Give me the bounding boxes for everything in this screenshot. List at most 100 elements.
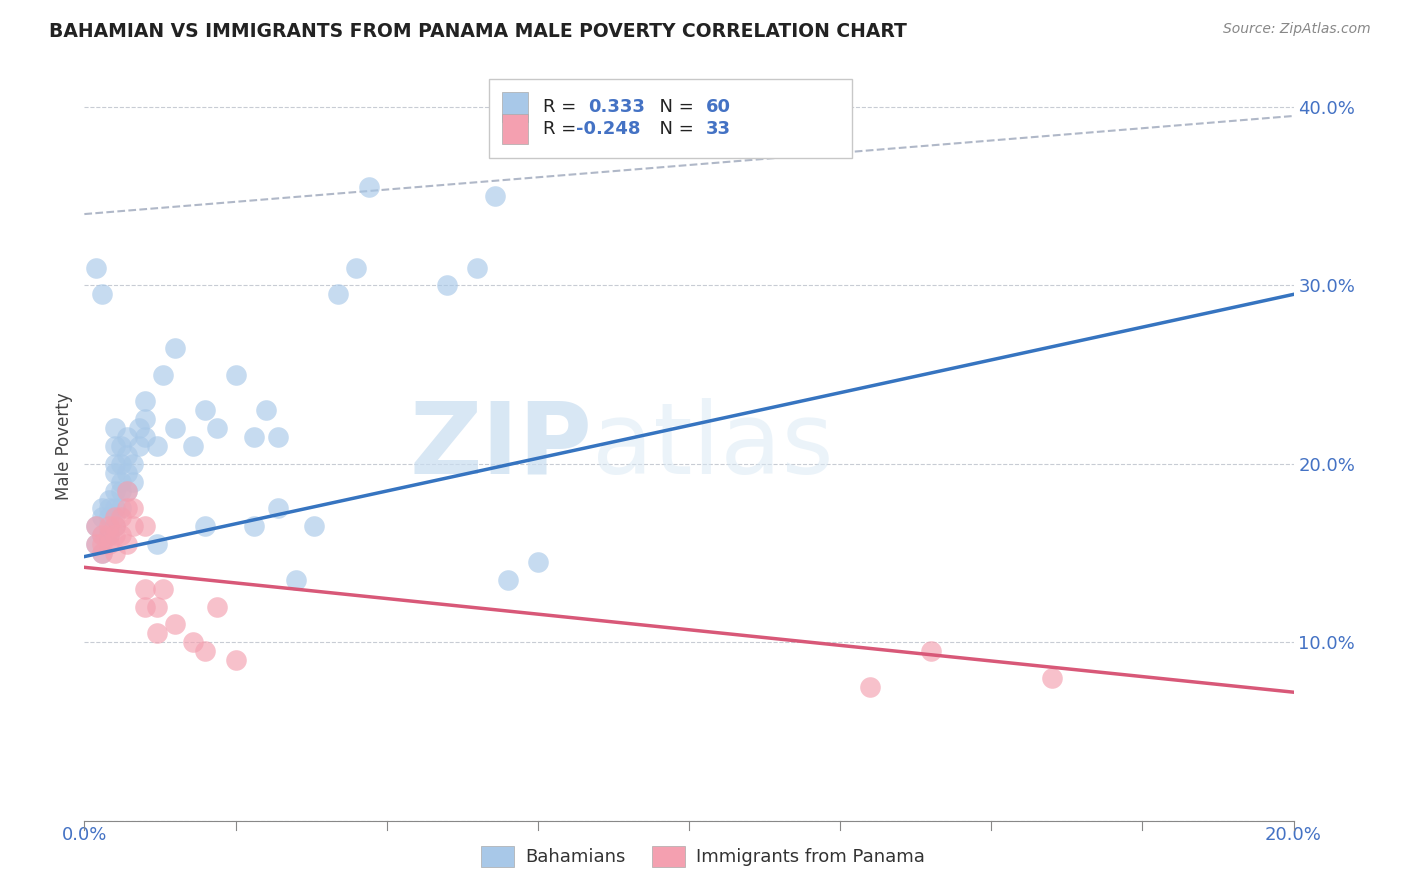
Point xyxy=(86,519,108,533)
Point xyxy=(165,341,187,355)
Point xyxy=(104,546,127,560)
Point xyxy=(86,537,108,551)
Point xyxy=(128,421,150,435)
Point xyxy=(91,528,114,542)
Point xyxy=(267,430,290,444)
Point xyxy=(194,403,217,417)
Point xyxy=(181,439,204,453)
Text: Source: ZipAtlas.com: Source: ZipAtlas.com xyxy=(1223,22,1371,37)
Point xyxy=(121,501,143,516)
Point xyxy=(115,483,138,498)
Point xyxy=(346,260,368,275)
Point xyxy=(104,421,127,435)
Point xyxy=(194,644,217,658)
Point xyxy=(110,483,132,498)
Point xyxy=(1040,671,1063,685)
Bar xyxy=(502,114,529,144)
Point xyxy=(115,483,138,498)
Point xyxy=(91,528,114,542)
Point xyxy=(97,537,120,551)
Point xyxy=(328,287,350,301)
Point xyxy=(467,260,489,275)
Point xyxy=(91,546,114,560)
Point xyxy=(86,260,108,275)
Point xyxy=(146,626,169,640)
Point xyxy=(97,510,120,524)
Point xyxy=(91,546,114,560)
FancyBboxPatch shape xyxy=(489,78,852,158)
Point xyxy=(134,599,156,614)
Point xyxy=(128,439,150,453)
Bar xyxy=(502,93,529,122)
Point xyxy=(152,582,174,596)
Point xyxy=(91,501,114,516)
Point xyxy=(207,421,229,435)
Point xyxy=(357,180,380,194)
Point xyxy=(152,368,174,382)
Point xyxy=(104,483,127,498)
Point xyxy=(97,519,120,533)
Legend: Bahamians, Immigrants from Panama: Bahamians, Immigrants from Panama xyxy=(474,838,932,874)
Point xyxy=(181,635,204,649)
Point xyxy=(115,448,138,462)
Point xyxy=(91,537,114,551)
Point xyxy=(134,430,156,444)
Point xyxy=(91,287,114,301)
Text: 60: 60 xyxy=(706,98,731,116)
Point xyxy=(110,510,132,524)
Point xyxy=(134,519,156,533)
Text: R =: R = xyxy=(543,98,582,116)
Point xyxy=(97,528,120,542)
Point xyxy=(115,466,138,480)
Point xyxy=(134,582,156,596)
Point xyxy=(134,394,156,409)
Point xyxy=(97,528,120,542)
Point xyxy=(110,528,132,542)
Point xyxy=(110,475,132,489)
Point xyxy=(97,492,120,507)
Point xyxy=(115,537,138,551)
Point xyxy=(86,519,108,533)
Point xyxy=(146,599,169,614)
Point xyxy=(254,403,277,417)
Text: ZIP: ZIP xyxy=(409,398,592,494)
Point xyxy=(86,537,108,551)
Point xyxy=(484,189,506,203)
Point xyxy=(285,573,308,587)
Point xyxy=(225,653,247,667)
Point xyxy=(97,501,120,516)
Point xyxy=(496,573,519,587)
Point xyxy=(104,519,127,533)
Point xyxy=(91,510,114,524)
Point xyxy=(121,457,143,471)
Y-axis label: Male Poverty: Male Poverty xyxy=(55,392,73,500)
Point xyxy=(859,680,882,694)
Point xyxy=(920,644,942,658)
Point xyxy=(267,501,290,516)
Point xyxy=(104,439,127,453)
Text: N =: N = xyxy=(648,98,699,116)
Text: BAHAMIAN VS IMMIGRANTS FROM PANAMA MALE POVERTY CORRELATION CHART: BAHAMIAN VS IMMIGRANTS FROM PANAMA MALE … xyxy=(49,22,907,41)
Text: 0.333: 0.333 xyxy=(589,98,645,116)
Text: R =: R = xyxy=(543,120,582,138)
Text: 33: 33 xyxy=(706,120,731,138)
Point xyxy=(121,475,143,489)
Point xyxy=(104,519,127,533)
Point xyxy=(242,519,264,533)
Point xyxy=(242,430,264,444)
Point xyxy=(146,537,169,551)
Point xyxy=(110,439,132,453)
Point xyxy=(165,421,187,435)
Point xyxy=(110,501,132,516)
Point xyxy=(134,412,156,426)
Point xyxy=(436,278,458,293)
Point xyxy=(104,501,127,516)
Point xyxy=(146,439,169,453)
Point xyxy=(115,501,138,516)
Text: -0.248: -0.248 xyxy=(576,120,641,138)
Point xyxy=(104,528,127,542)
Text: atlas: atlas xyxy=(592,398,834,494)
Point xyxy=(104,457,127,471)
Point xyxy=(121,519,143,533)
Point xyxy=(110,457,132,471)
